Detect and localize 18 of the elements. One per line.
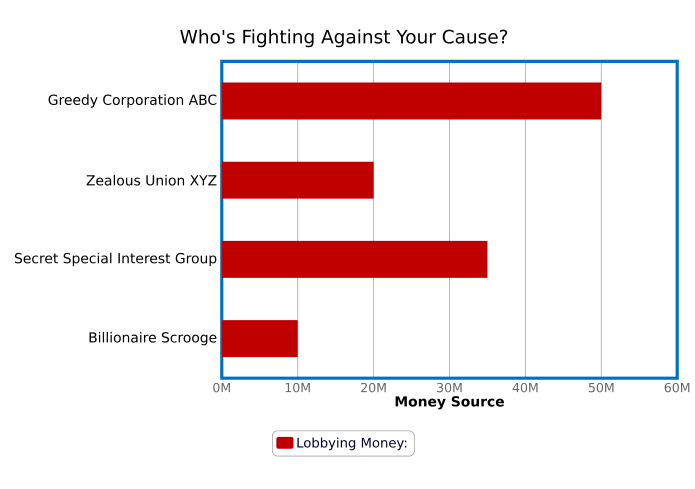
y-tick-label: Secret Special Interest Group	[14, 252, 216, 266]
x-tick-label: 20M	[361, 382, 386, 392]
y-tick-label: Zealous Union XYZ	[86, 174, 216, 186]
y-tick-label: Billionaire Scrooge	[90, 332, 216, 346]
bar	[222, 240, 488, 278]
x-tick-label: 50M	[588, 382, 614, 392]
x-tick-label: 10M	[286, 382, 310, 392]
y-tick-label: Greedy Corporation ABC	[48, 94, 216, 108]
bar	[222, 82, 602, 120]
x-tick-label: 40M	[512, 382, 538, 392]
bar	[222, 162, 374, 199]
x-tick-label: 0M	[213, 382, 230, 392]
bar	[222, 320, 298, 358]
chart-title: Who's Fighting Against Your Cause?	[180, 29, 508, 48]
legend-label: Lobbying Money:	[297, 437, 406, 450]
x-tick-label: 30M	[437, 382, 462, 392]
x-axis-title: Money Source	[396, 396, 504, 410]
x-tick-label: 60M	[664, 382, 690, 392]
